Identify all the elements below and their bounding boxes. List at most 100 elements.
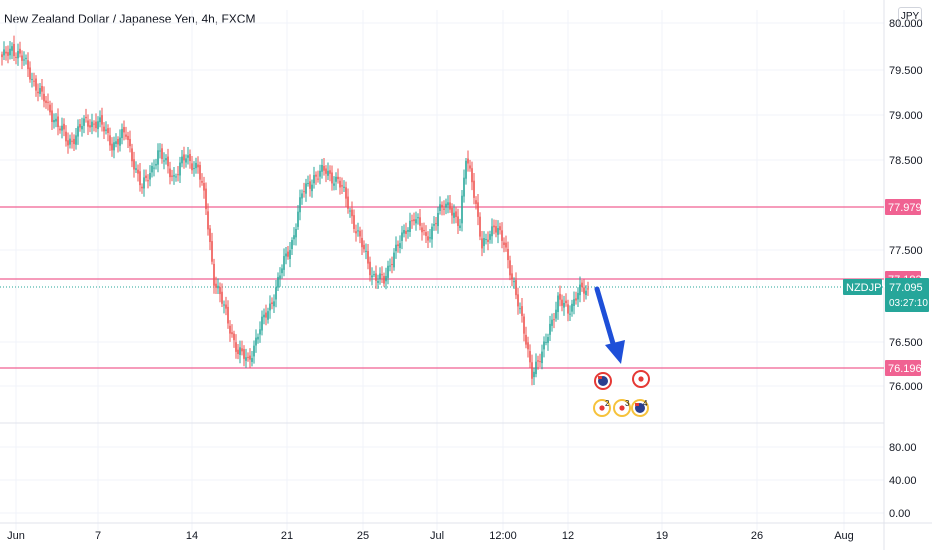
candle-body: [215, 283, 217, 288]
candle-body: [503, 242, 505, 245]
candle-body: [49, 104, 51, 113]
candle-body: [501, 230, 503, 241]
candle-body: [561, 299, 563, 306]
candle-body: [533, 371, 535, 378]
candle-body: [23, 59, 25, 61]
candle-body: [147, 180, 149, 182]
event-icon: [632, 370, 650, 388]
candle-body: [165, 158, 167, 161]
candle-body: [495, 226, 497, 233]
candle-body: [61, 125, 63, 131]
candle-body: [259, 329, 261, 335]
currency-button[interactable]: JPY: [898, 7, 922, 27]
candle-body: [487, 239, 489, 242]
candle-body: [521, 306, 523, 316]
candle-body: [245, 357, 247, 361]
price-tick-label: 76.500: [889, 337, 923, 349]
candle-body: [449, 202, 451, 210]
candle-body: [53, 119, 55, 123]
candle-body: [361, 237, 363, 248]
candle-body: [271, 302, 273, 305]
candle-body: [1, 54, 3, 58]
level-label-bg: [885, 199, 921, 215]
candle-body: [219, 287, 221, 295]
candle-body: [153, 167, 155, 169]
candle-body: [127, 135, 129, 140]
candle-body: [553, 319, 555, 321]
candle-body: [543, 341, 545, 350]
candle-body: [335, 176, 337, 182]
candle-body: [439, 204, 441, 211]
candle-body: [509, 260, 511, 276]
candle-body: [423, 229, 425, 231]
candle-body: [583, 287, 585, 294]
candle-body: [199, 165, 201, 180]
candle-body: [349, 210, 351, 212]
candle-body: [459, 225, 461, 228]
candle-body: [31, 78, 33, 80]
candle-body: [241, 348, 243, 352]
candle-body: [43, 93, 45, 102]
candle-body: [387, 265, 389, 278]
candle-body: [265, 312, 267, 318]
candle-body: [221, 291, 223, 304]
candle-body: [331, 172, 333, 184]
candle-body: [559, 293, 561, 300]
candle-body: [69, 138, 71, 145]
horizontal-levels: [0, 206, 884, 369]
candle-body: [329, 170, 331, 174]
candle-body: [163, 160, 165, 162]
candle-body: [451, 207, 453, 216]
candle-body: [55, 118, 57, 122]
candle-body: [529, 351, 531, 363]
time-tick-label: Aug: [834, 530, 854, 542]
candle-body: [185, 158, 187, 163]
candle-body: [481, 238, 483, 249]
candle-body: [99, 117, 101, 123]
candle-body: [267, 311, 269, 320]
candle-body: [317, 178, 319, 180]
candle-body: [291, 240, 293, 250]
flag-jack: [598, 376, 602, 379]
candle-body: [405, 230, 407, 234]
candle-body: [453, 212, 455, 218]
candle-body: [409, 220, 411, 232]
price-axis[interactable]: 80.000 79.500 79.000 78.500 77.500 76.500 76.0…: [889, 18, 923, 393]
candle-body: [81, 126, 83, 130]
time-axis[interactable]: Jun 7 14 21 25 Jul 12:00 12 19 26 Aug: [7, 530, 854, 542]
candle-body: [549, 323, 551, 335]
candle-body: [141, 186, 143, 189]
candle-body: [191, 163, 193, 171]
oscillator-tick-label: 80.00: [889, 442, 917, 454]
candle-body: [115, 141, 117, 145]
candle-body: [207, 211, 209, 230]
candle-body: [523, 316, 525, 334]
candle-body: [375, 273, 377, 281]
candle-body: [263, 314, 265, 318]
event-count: 2: [605, 399, 610, 408]
candle-body: [217, 285, 219, 289]
candle-body: [303, 191, 305, 193]
event-count: 4: [643, 399, 648, 408]
candle-body: [311, 184, 313, 192]
candle-body: [493, 225, 495, 228]
candle-body: [273, 301, 275, 307]
time-tick-label: 7: [95, 530, 101, 542]
candle-body: [13, 43, 15, 57]
candle-body: [17, 51, 19, 59]
candle-body: [3, 49, 5, 56]
price-tick-label: 79.000: [889, 110, 923, 122]
symbol-label-bg: [843, 279, 882, 295]
candle-body: [507, 249, 509, 261]
event-dot: [619, 405, 625, 411]
candle-body: [379, 273, 381, 279]
candle-body: [47, 101, 49, 103]
candle-body: [169, 168, 171, 178]
candle-body: [35, 78, 37, 91]
candle-body: [519, 308, 521, 310]
candle-body: [137, 169, 139, 174]
candle-body: [139, 171, 141, 186]
candle-body: [45, 100, 47, 103]
candle-body: [373, 274, 375, 276]
